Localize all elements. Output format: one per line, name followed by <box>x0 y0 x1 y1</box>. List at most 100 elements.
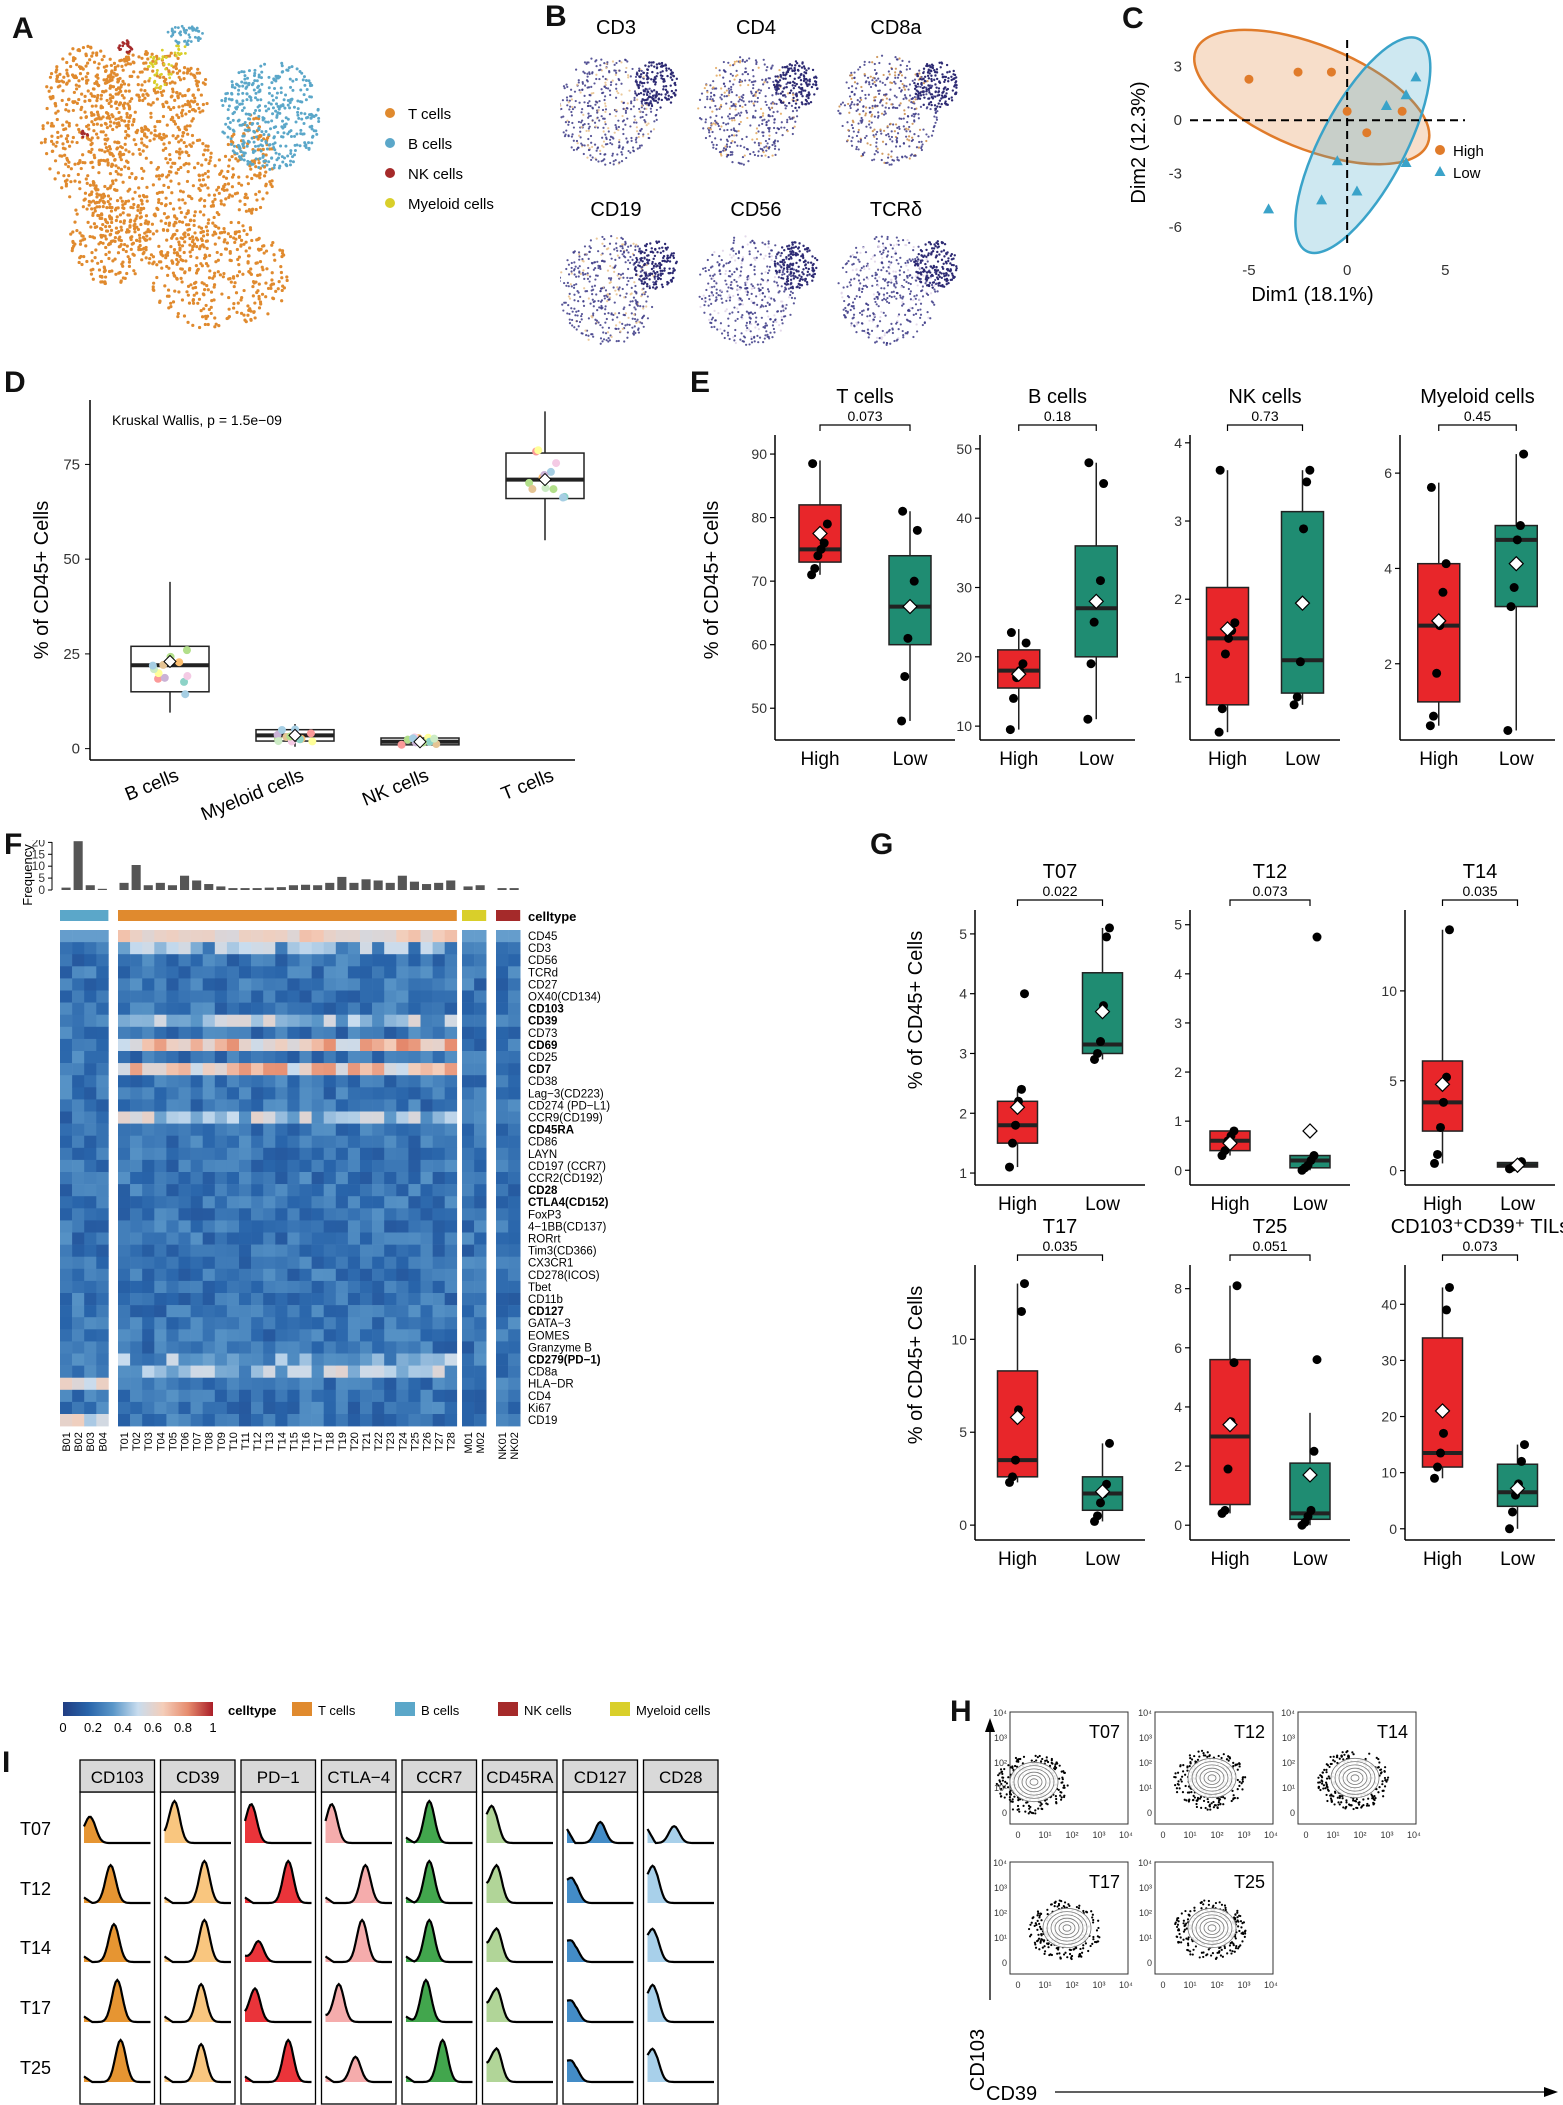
mini-map-point <box>795 109 799 112</box>
tsne-point <box>132 117 136 122</box>
mini-map-point <box>619 330 622 333</box>
mini-map-point <box>815 87 819 91</box>
mini-map-point <box>759 107 763 110</box>
tsne-point <box>180 111 184 115</box>
mini-map-point <box>784 315 787 318</box>
tsne-point <box>201 178 205 182</box>
tsne-point <box>121 68 125 72</box>
mini-map-point <box>733 278 736 282</box>
mini-map-point <box>586 80 589 83</box>
mini-map-point <box>784 107 787 110</box>
mini-map-point <box>754 116 757 119</box>
tsne-point <box>142 246 146 250</box>
tsne-point <box>92 129 96 133</box>
mini-map-point <box>919 85 922 89</box>
mini-map-point <box>578 89 581 92</box>
mini-map-point <box>938 80 941 83</box>
mini-map-point <box>758 124 761 127</box>
tsne-point <box>143 231 147 235</box>
tsne-point <box>226 108 230 112</box>
mini-map-point <box>874 95 877 99</box>
mini-map-point <box>775 281 778 284</box>
mini-map-point <box>864 97 867 100</box>
mini-map-point <box>936 110 939 113</box>
tsne-point <box>187 33 191 37</box>
mini-map-point <box>749 330 752 333</box>
tsne-point <box>149 161 153 165</box>
tsne-point <box>245 175 249 179</box>
mini-map-point <box>913 81 916 85</box>
mini-map-point <box>856 99 859 102</box>
mini-map-point <box>738 286 742 289</box>
mini-map-point <box>606 300 609 303</box>
tsne-point <box>45 106 49 111</box>
mini-map-point <box>594 266 597 270</box>
mini-map-point <box>909 154 912 157</box>
mini-map-point <box>759 305 762 308</box>
mini-map-point <box>627 251 630 254</box>
tsne-point <box>272 253 276 257</box>
mini-map-point <box>569 105 572 108</box>
mini-map-point <box>604 95 607 98</box>
mini-map-point <box>620 159 624 163</box>
tsne-point <box>175 262 179 266</box>
mini-map-point <box>711 110 714 113</box>
mini-map-point <box>610 277 613 280</box>
tsne-point <box>157 57 161 61</box>
mini-map-point <box>630 292 633 295</box>
mini-map-point <box>633 121 636 124</box>
tsne-point <box>258 135 262 139</box>
mini-map-point <box>639 73 643 76</box>
tsne-point <box>256 105 260 109</box>
tsne-point <box>243 195 247 200</box>
mini-map-point <box>871 79 874 82</box>
tsne-point <box>258 259 263 264</box>
marker-title-cd4: CD4 <box>736 17 776 39</box>
mini-map-point <box>575 139 579 143</box>
tsne-point <box>176 311 180 316</box>
tsne-point <box>274 289 278 293</box>
mini-map-point <box>579 91 582 94</box>
tsne-point <box>103 121 107 126</box>
tsne-point <box>118 101 122 105</box>
mini-map-point <box>853 71 856 74</box>
tsne-point <box>214 322 218 326</box>
mini-map-point <box>583 144 586 147</box>
tsne-point <box>273 163 277 167</box>
tsne-point <box>111 75 115 79</box>
tsne-point <box>111 85 116 89</box>
tsne-point <box>220 231 224 235</box>
marker-title-tcrd: TCRδ <box>870 199 922 221</box>
mini-map-point <box>611 318 614 321</box>
mini-map-point <box>889 138 892 141</box>
mini-map-point <box>577 291 580 294</box>
mini-map-point <box>599 289 602 293</box>
tsne-point <box>126 255 130 259</box>
mini-map-point <box>773 314 776 317</box>
mini-map-point <box>608 298 611 301</box>
tsne-point <box>222 230 227 234</box>
mini-map-point <box>759 283 762 286</box>
tsne-point <box>55 79 59 83</box>
tsne-point <box>85 81 89 85</box>
mini-map-point <box>851 126 855 130</box>
mini-map-point <box>623 296 626 299</box>
tsne-point <box>85 132 89 136</box>
tsne-point <box>178 147 182 151</box>
mini-map-point <box>626 60 629 63</box>
tsne-point <box>176 56 180 60</box>
mini-map-point <box>849 106 852 110</box>
mini-map-point <box>954 81 957 84</box>
tsne-point <box>204 303 208 308</box>
panel-letter-c: C <box>1122 2 1144 35</box>
mini-map-point <box>665 69 668 72</box>
mini-map-point <box>566 85 569 89</box>
tsne-point <box>191 286 195 290</box>
tsne-point <box>208 159 212 163</box>
tsne-point <box>255 198 259 202</box>
tsne-point <box>224 92 228 96</box>
mini-map-point <box>608 242 612 245</box>
mini-map-point <box>620 82 623 85</box>
mini-map-point <box>807 83 810 86</box>
mini-map-point <box>850 144 854 147</box>
